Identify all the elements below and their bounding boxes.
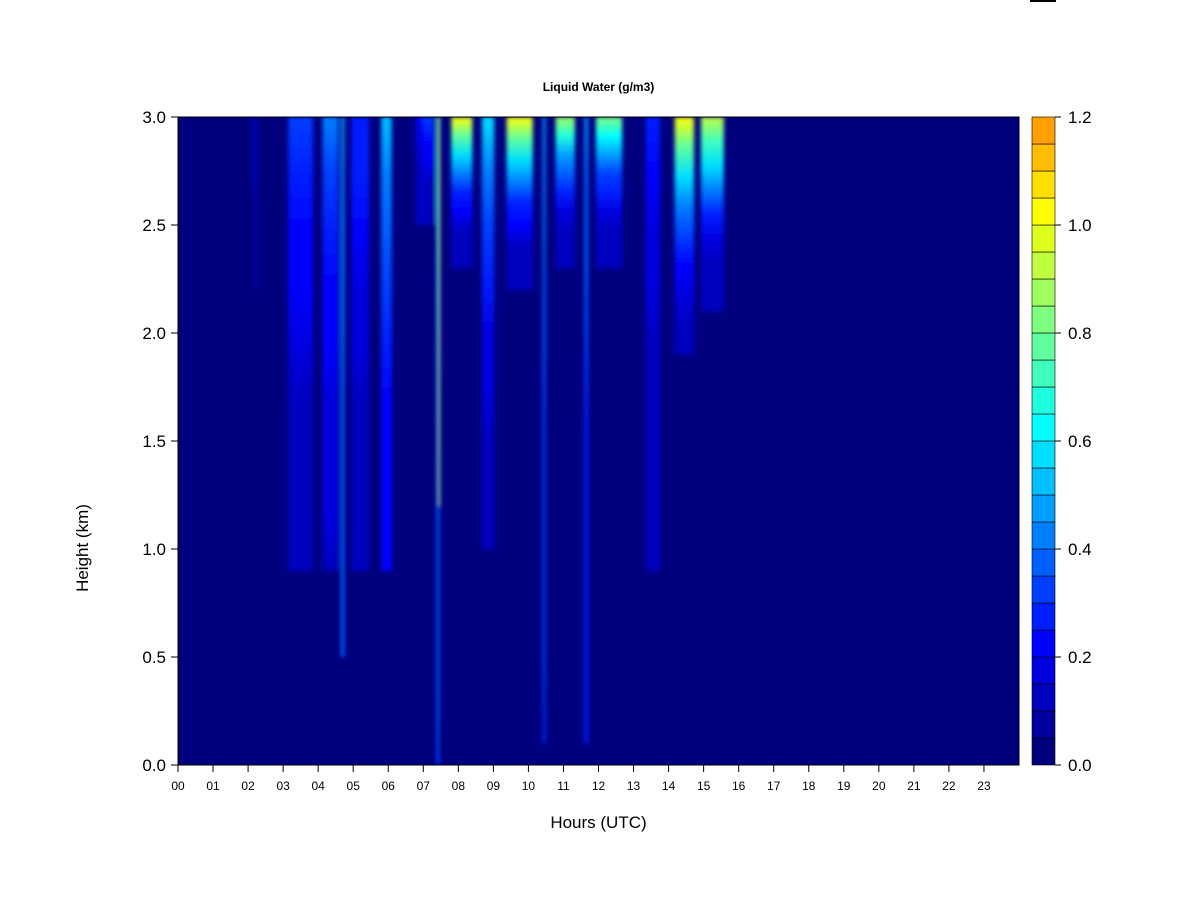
x-tick-label: 22 (942, 779, 956, 793)
x-tick-label: 15 (697, 779, 711, 793)
heatmap-column (415, 117, 425, 225)
y-tick-label: 1.0 (142, 540, 166, 559)
colorbar-bin (1031, 116, 1056, 145)
heatmap-column (340, 117, 345, 657)
colorbar-tick-label: 0.2 (1068, 648, 1092, 667)
heatmap-column (555, 117, 575, 269)
x-tick-label: 05 (347, 779, 361, 793)
x-tick-label: 11 (557, 779, 570, 793)
heatmap-column (436, 117, 440, 765)
colorbar-bin (1031, 332, 1056, 361)
heatmap-column (381, 117, 392, 571)
colorbar-bin (1031, 683, 1056, 712)
x-tick-label: 02 (241, 779, 255, 793)
colorbar-tick-label: 1.0 (1068, 216, 1092, 235)
plot-area (177, 116, 1020, 766)
x-tick-label: 19 (837, 779, 851, 793)
colorbar-bin (1031, 359, 1056, 388)
colorbar-bin (1031, 305, 1056, 334)
colorbar-tick-label: 0.0 (1068, 756, 1092, 775)
colorbar-bin (1031, 440, 1056, 469)
colorbar-bin (1031, 278, 1056, 307)
colorbar-bin (1031, 170, 1056, 199)
colorbar-bin (1031, 224, 1056, 253)
x-axis-title: Hours (UTC) (550, 813, 647, 832)
x-tick-label: 01 (206, 779, 220, 793)
heatmap-column (542, 117, 546, 744)
x-tick-label: 09 (487, 779, 501, 793)
colorbar-tick-label: 0.4 (1068, 540, 1092, 559)
x-tick-label: 00 (171, 779, 185, 793)
heatmap-column (506, 117, 533, 290)
colorbar-tick-label: 0.6 (1068, 432, 1092, 451)
heatmap-column (423, 117, 434, 225)
colorbar-bin (1031, 710, 1056, 739)
x-tick-label: 17 (767, 779, 781, 793)
x-tick-label: 06 (382, 779, 396, 793)
colorbar-bin (1031, 737, 1056, 766)
x-tick-label: 18 (802, 779, 816, 793)
x-tick-label: 14 (662, 779, 676, 793)
y-tick-label: 2.0 (142, 324, 166, 343)
colorbar-bin (1031, 629, 1056, 658)
y-tick-label: 2.5 (142, 216, 166, 235)
y-tick-label: 0.5 (142, 648, 166, 667)
heatmap-column (700, 117, 724, 312)
colorbar-bin (1031, 467, 1056, 496)
heatmap-column (595, 117, 623, 269)
colorbar-bin (1031, 413, 1056, 442)
heatmap-column (288, 117, 313, 571)
x-tick-label: 20 (872, 779, 886, 793)
heatmap-column (451, 117, 473, 269)
colorbar-tick-label: 0.8 (1068, 324, 1092, 343)
heatmap-column (322, 117, 339, 571)
colorbar-bin (1031, 548, 1056, 577)
colorbar-bin (1031, 494, 1056, 523)
colorbar-bin (1031, 143, 1056, 172)
colorbar-bin (1031, 656, 1056, 685)
x-tick-label: 16 (732, 779, 746, 793)
x-axis: 00 01 02 03 04 05 06 07 08 09 10 11 12 13 14 15 16 17 18 19… (171, 765, 991, 793)
heatmap-column (584, 117, 588, 744)
x-tick-label: 08 (452, 779, 466, 793)
colorbar-bin (1031, 521, 1056, 550)
heatmap-column (351, 117, 369, 571)
heatmap-column (438, 117, 440, 506)
heatmap-column (645, 117, 660, 571)
x-tick-label: 13 (627, 779, 641, 793)
y-axis: 0.0 0.5 1.0 1.5 2.0 2.5 3.0 (142, 108, 178, 775)
x-tick-label: 04 (311, 779, 325, 793)
colorbar-bin (1031, 197, 1056, 226)
heatmap-column (252, 117, 258, 290)
x-tick-label: 07 (417, 779, 431, 793)
colorbar-bin (1031, 575, 1056, 604)
heatmap-column (674, 117, 694, 355)
heatmap-column (481, 117, 495, 549)
chart-title: Liquid Water (g/m3) (542, 80, 655, 94)
y-tick-label: 3.0 (142, 108, 166, 127)
x-tick-label: 03 (276, 779, 290, 793)
colorbar-bin (1031, 251, 1056, 280)
y-tick-label: 1.5 (142, 432, 166, 451)
y-tick-label: 0.0 (142, 756, 166, 775)
x-tick-label: 23 (977, 779, 991, 793)
x-tick-label: 21 (907, 779, 921, 793)
x-tick-label: 12 (592, 779, 606, 793)
colorbar-bin (1031, 602, 1056, 631)
colorbar-bin (1031, 386, 1056, 415)
colorbar: 0.0 0.2 0.4 0.6 0.8 1.0 1.2 (1031, 108, 1092, 775)
colorbar-tick-label: 1.2 (1068, 108, 1092, 127)
x-tick-label: 10 (522, 779, 536, 793)
corner-mark (1030, 0, 1056, 2)
